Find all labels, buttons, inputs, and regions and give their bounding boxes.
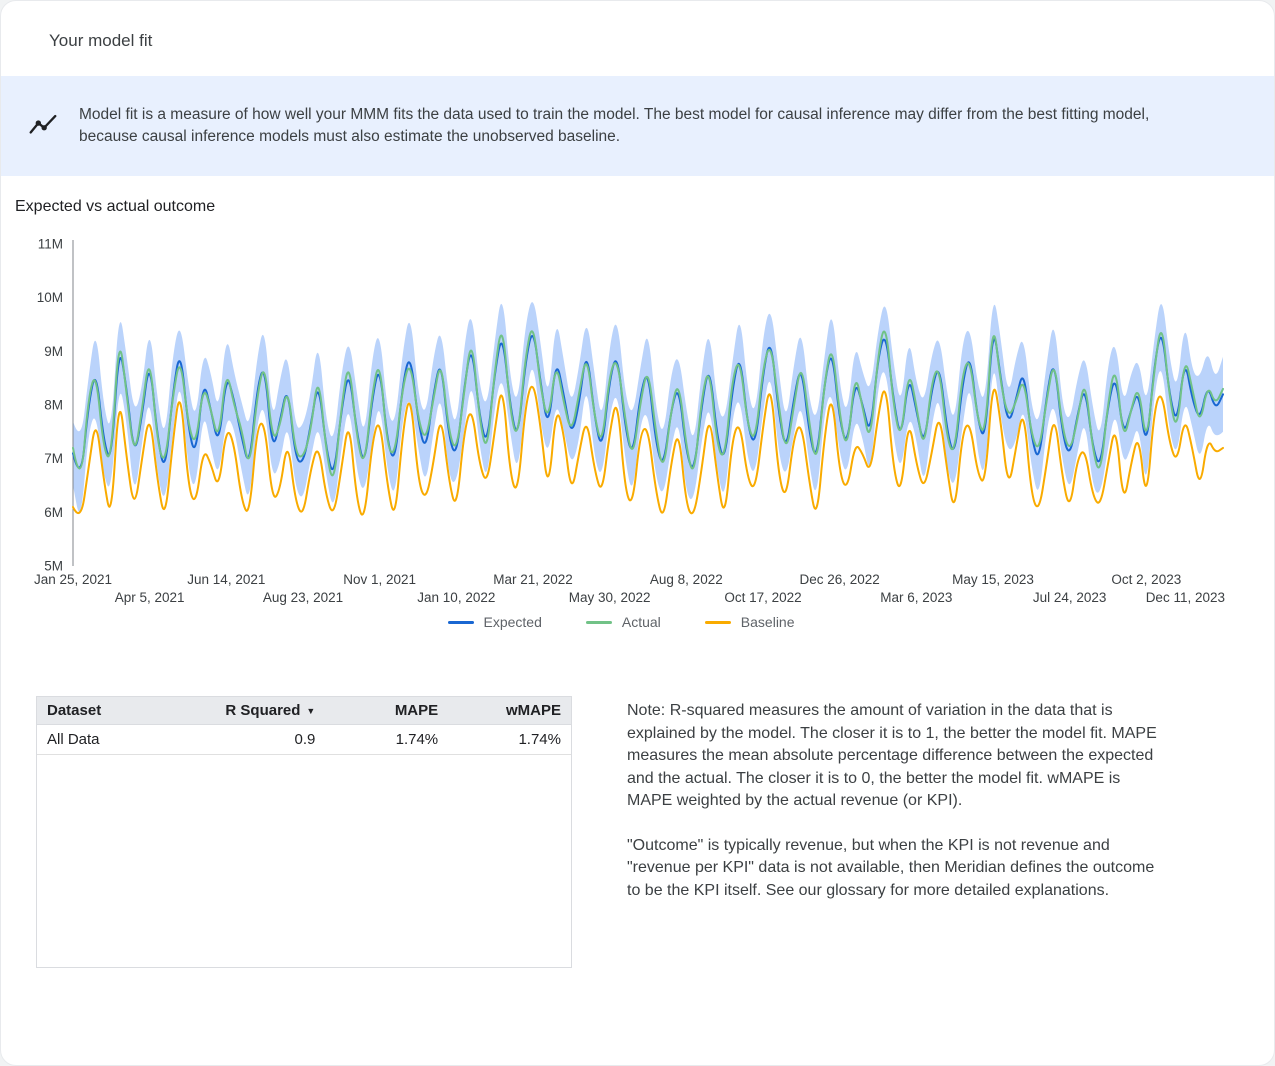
- legend-item-baseline[interactable]: Baseline: [704, 614, 795, 630]
- x-axis-label: Jan 10, 2022: [417, 590, 495, 605]
- legend-label: Baseline: [740, 614, 795, 630]
- x-axis-label: Dec 26, 2022: [800, 572, 880, 587]
- y-axis-label: 9M: [44, 344, 63, 359]
- x-axis-label: Oct 2, 2023: [1111, 572, 1181, 587]
- table-cell: All Data: [37, 724, 203, 755]
- y-axis-label: 7M: [44, 451, 63, 466]
- x-axis-label: Mar 21, 2022: [493, 572, 573, 587]
- bottom-section: Dataset R Squared ▼ MAPE wMAPE All Data 0.9 1.…: [36, 696, 1274, 968]
- column-header-label: MAPE: [394, 702, 439, 719]
- x-axis-label: Jul 24, 2023: [1033, 590, 1107, 605]
- baseline-legend-swatch: [704, 620, 731, 624]
- y-axis-label: 6M: [44, 505, 63, 520]
- info-banner: Model fit is a measure of how well your …: [1, 76, 1274, 176]
- y-axis-label: 8M: [44, 398, 63, 413]
- x-axis-label: Mar 6, 2023: [880, 590, 952, 605]
- x-axis-label: May 15, 2023: [952, 572, 1034, 587]
- note-paragraph-metrics: Note: R-squared measures the amount of v…: [627, 702, 1157, 809]
- series-baseline-line: [72, 385, 1224, 516]
- x-axis-label: Oct 17, 2022: [724, 590, 801, 605]
- column-header-wmape[interactable]: wMAPE: [448, 697, 571, 725]
- x-axis-label: Jun 14, 2021: [187, 572, 265, 587]
- chart-area: 5M 6M 7M 8M 9M 10M 11M Jan 25, 2021 Apr 5, 2021 J…: [1, 232, 1274, 631]
- legend-item-expected[interactable]: Expected: [447, 614, 542, 630]
- table-cell: 0.9: [202, 724, 326, 755]
- table-row: All Data 0.9 1.74% 1.74%: [37, 724, 571, 755]
- series-actual-line: [72, 330, 1224, 477]
- y-axis-label: 10M: [37, 290, 63, 305]
- x-axis-label: Aug 23, 2021: [263, 590, 343, 605]
- legend-label: Expected: [483, 614, 542, 630]
- column-header-label: wMAPE: [505, 702, 561, 719]
- confidence-band: [73, 302, 1223, 512]
- insights-icon: [29, 112, 57, 140]
- column-header-label: Dataset: [47, 702, 102, 719]
- table-body: All Data 0.9 1.74% 1.74%: [37, 724, 571, 755]
- model-fit-table: Dataset R Squared ▼ MAPE wMAPE All Data 0.9 1.…: [37, 697, 571, 755]
- x-axis-label: Jan 25, 2021: [34, 572, 112, 587]
- x-axis-label: Nov 1, 2021: [343, 572, 416, 587]
- y-axis-label: 11M: [38, 237, 63, 252]
- section-title-expected-vs-actual: Expected vs actual outcome: [15, 198, 216, 215]
- page-title: Your model fit: [49, 31, 153, 50]
- note-paragraph-outcome: "Outcome" is typically revenue, but when…: [627, 836, 1155, 899]
- table-cell: 1.74%: [325, 724, 449, 755]
- notes-block: Note: R-squared measures the amount of v…: [627, 700, 1157, 924]
- y-axis-label: 5M: [44, 559, 63, 574]
- expected-legend-swatch: [447, 620, 474, 624]
- column-header-label: R Squared: [225, 702, 301, 719]
- column-header-mape[interactable]: MAPE: [325, 697, 449, 725]
- card-header: Your model fit: [1, 1, 1274, 76]
- column-header-r-squared[interactable]: R Squared ▼: [202, 697, 326, 725]
- model-fit-table-container: Dataset R Squared ▼ MAPE wMAPE All Data 0.9 1.…: [36, 696, 572, 968]
- actual-legend-swatch: [585, 620, 612, 624]
- legend-item-actual[interactable]: Actual: [585, 614, 661, 630]
- table-header-row: Dataset R Squared ▼ MAPE wMAPE: [37, 697, 571, 725]
- x-axis-label: May 30, 2022: [569, 590, 651, 605]
- sort-arrow-icon[interactable]: ▼: [306, 706, 316, 716]
- x-axis-label: Dec 11, 2023: [1146, 590, 1225, 605]
- x-axis-label: Aug 8, 2022: [650, 572, 723, 587]
- column-header-dataset[interactable]: Dataset: [37, 697, 203, 725]
- legend-label: Actual: [621, 614, 661, 630]
- banner-text: Model fit is a measure of how well your …: [79, 106, 1150, 145]
- chart-legend: Expected Actual Baseline: [1, 614, 1241, 630]
- x-axis-label: Apr 5, 2021: [115, 590, 185, 605]
- table-cell: 1.74%: [448, 724, 571, 755]
